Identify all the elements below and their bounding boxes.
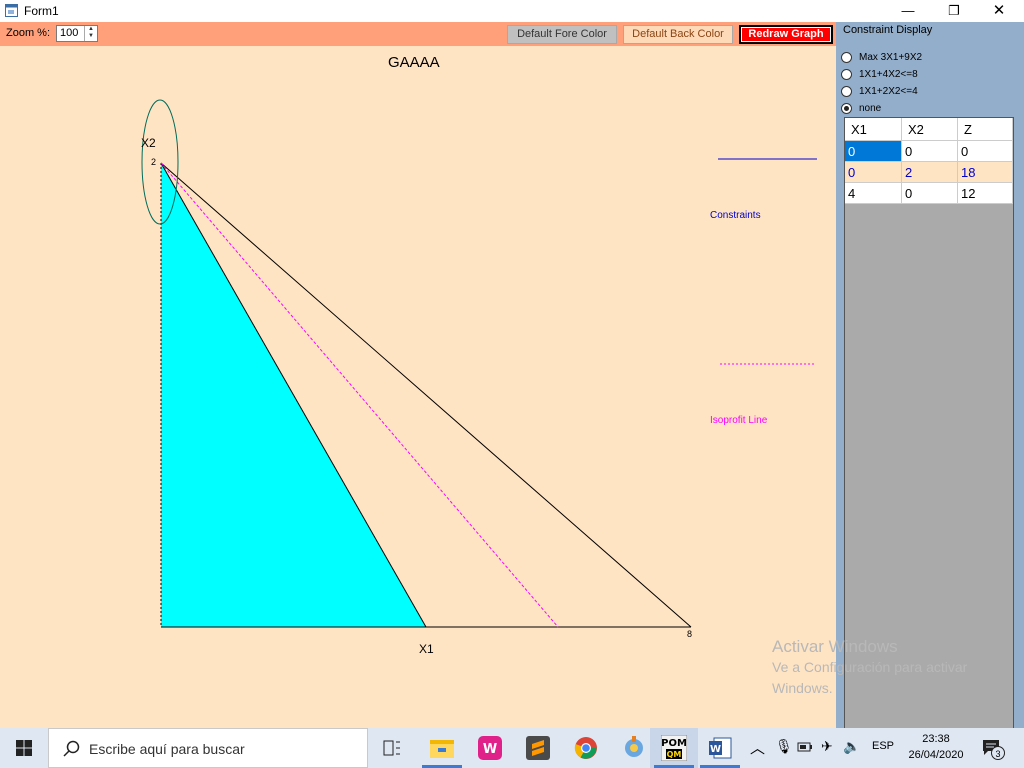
search-placeholder: Escribe aquí para buscar: [89, 741, 245, 757]
taskbar-app-pom-qm[interactable]: POM QM: [650, 728, 698, 768]
grid-header-x1[interactable]: X1: [845, 118, 902, 141]
word-icon: W: [709, 737, 732, 759]
grid-cell[interactable]: 0: [902, 183, 958, 204]
graph-title: GAAAA: [388, 54, 440, 71]
x-max-tick-label: 8: [687, 629, 693, 639]
taskbar-app-chrome[interactable]: [562, 728, 610, 768]
default-fore-color-button[interactable]: Default Fore Color: [507, 25, 617, 44]
grid-cell[interactable]: 12: [958, 183, 1013, 204]
svg-text:POM: POM: [661, 738, 687, 749]
isoprofit-line: [160, 162, 559, 628]
y-max-tick-label: 2: [151, 157, 157, 167]
constraint-line-1: [160, 162, 692, 628]
grid-cell[interactable]: 0: [958, 141, 1013, 162]
svg-text:QM: QM: [667, 750, 682, 759]
constraint-line-2: [160, 162, 427, 628]
grid-cell[interactable]: 0: [845, 162, 902, 183]
grid-header-x2[interactable]: X2: [902, 118, 958, 141]
optimal-point-marker: [141, 99, 179, 225]
chevron-up-icon[interactable]: ︿: [750, 740, 766, 757]
clock[interactable]: 23:38 26/04/2020: [898, 731, 974, 763]
radio-label: 1X1+4X2<=8: [859, 69, 918, 80]
legend-isoprofit-label: Isoprofit Line: [710, 415, 768, 426]
zoom-stepper[interactable]: 100 ▲ ▼: [56, 25, 98, 42]
panel-title: Constraint Display: [843, 24, 933, 36]
radio-label: Max 3X1+9X2: [859, 52, 923, 63]
airplane-icon[interactable]: ✈: [821, 738, 833, 754]
x-axis-label: X1: [419, 642, 434, 656]
search-icon: [63, 740, 80, 757]
clock-date: 26/04/2020: [908, 749, 964, 761]
svg-text:W: W: [483, 742, 497, 757]
minimize-button[interactable]: —: [901, 3, 915, 18]
taskbar-app-sublime[interactable]: [514, 728, 562, 768]
zoom-label: Zoom %:: [6, 27, 51, 39]
title-bar: Form1 — ❐ ✕: [0, 0, 1024, 22]
watermark-line-1: Activar Windows: [772, 637, 898, 656]
zoom-spin-arrows-icon[interactable]: ▲ ▼: [84, 26, 97, 41]
battery-icon[interactable]: [797, 740, 813, 754]
radio-circle-icon: [841, 69, 852, 80]
results-grid[interactable]: X1 X2 Z 0 0 0 0 2 18 4 0 12: [844, 117, 1014, 729]
legend-constraints-label: Constraints: [710, 210, 761, 221]
grid-header-z[interactable]: Z: [958, 118, 1013, 141]
taskbar-search-box[interactable]: Escribe aquí para buscar: [48, 728, 368, 768]
watermark-line-2: Ve a Configuración para activar: [772, 659, 968, 675]
volume-icon[interactable]: 🔈: [843, 738, 861, 754]
redraw-graph-label: Redraw Graph: [741, 27, 831, 42]
sublime-text-icon: [526, 736, 550, 760]
constraint-display-panel: Constraint Display Max 3X1+9X2 1X1+4X2<=…: [836, 22, 1024, 729]
svg-text:W: W: [710, 744, 721, 755]
graph-plot: [141, 99, 817, 628]
watermark-line-3: Windows.: [772, 680, 833, 696]
windows-logo-icon: [16, 740, 32, 756]
default-back-color-button[interactable]: Default Back Color: [623, 25, 733, 44]
grid-cell[interactable]: 2: [902, 162, 958, 183]
window-title: Form1: [24, 4, 59, 18]
radio-label: none: [859, 103, 882, 114]
grid-cell[interactable]: 0: [902, 141, 958, 162]
y-axis-label: X2: [141, 136, 156, 150]
notification-badge: 3: [991, 746, 1005, 760]
radio-selected-icon: [841, 103, 852, 114]
grid-cell-selected[interactable]: 0: [845, 141, 902, 162]
taskbar-app-file-explorer[interactable]: [418, 728, 466, 768]
redraw-graph-button[interactable]: Redraw Graph: [739, 25, 833, 44]
graph-canvas: GAAAA X2 2 X1 8 Constraints Isoprofit Li…: [0, 46, 836, 728]
task-view-icon: [383, 740, 400, 756]
taskbar-app-word[interactable]: W: [696, 728, 744, 768]
start-button[interactable]: [0, 728, 48, 768]
gear-app-icon: [625, 736, 643, 757]
windows-activation-watermark: Activar Windows Ve a Configuración para …: [772, 636, 967, 699]
notification-center-button[interactable]: 3: [982, 738, 1012, 762]
task-view-button[interactable]: [368, 728, 416, 768]
radio-label: 1X1+2X2<=4: [859, 86, 918, 97]
taskbar-app-wamp[interactable]: W: [466, 728, 514, 768]
maximize-button[interactable]: ❐: [948, 3, 960, 18]
toolbar: Zoom %: 100 ▲ ▼ Default Fore Color Defaul…: [0, 22, 836, 46]
close-button[interactable]: ✕: [992, 2, 1006, 19]
pom-qm-icon: POM QM: [661, 735, 687, 761]
zoom-value: 100: [60, 27, 79, 39]
grid-cell[interactable]: 18: [958, 162, 1013, 183]
radio-circle-icon: [841, 86, 852, 97]
taskbar-app-tool[interactable]: [610, 728, 658, 768]
clock-time: 23:38: [922, 733, 950, 745]
wamp-icon: W: [478, 736, 502, 760]
radio-circle-icon: [841, 52, 852, 63]
folder-icon: [430, 740, 454, 758]
chrome-icon: [574, 737, 597, 759]
microphone-icon[interactable]: 🎙: [775, 738, 793, 754]
taskbar: Escribe aquí para buscar W POM: [0, 728, 1024, 768]
language-indicator[interactable]: ESP: [872, 740, 895, 752]
grid-cell[interactable]: 4: [845, 183, 902, 204]
app-icon: [5, 4, 18, 17]
